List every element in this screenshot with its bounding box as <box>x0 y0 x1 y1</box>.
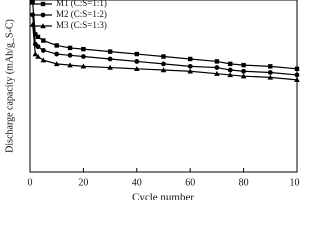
marker <box>107 64 113 70</box>
marker <box>40 57 47 63</box>
marker <box>161 54 166 59</box>
marker <box>67 62 73 68</box>
marker <box>241 62 246 68</box>
marker <box>30 0 35 5</box>
x-axis-label: Cycle number <box>132 192 194 200</box>
marker <box>107 49 113 54</box>
marker <box>35 53 41 59</box>
legend-marker <box>40 23 46 29</box>
marker <box>267 70 273 75</box>
legend-marker <box>40 12 46 18</box>
series-line <box>32 24 298 81</box>
chart: Discharge capacity (mAh/g_S-C) Cycle num… <box>4 0 301 200</box>
marker <box>227 67 233 73</box>
marker <box>161 61 166 67</box>
x-tick-label: 60 <box>185 177 195 188</box>
marker <box>240 73 247 79</box>
marker <box>30 12 36 18</box>
marker <box>54 43 59 48</box>
marker <box>134 51 139 57</box>
page: {"chart_data": {"type": "line", "x_label… <box>4 0 301 200</box>
marker <box>41 38 46 43</box>
marker <box>134 66 140 71</box>
legend-label: M2 (C:S=1:2) <box>56 9 107 19</box>
marker <box>35 34 41 40</box>
marker <box>40 47 46 53</box>
x-tick-label: 40 <box>132 177 142 188</box>
plot-frame <box>29 0 298 173</box>
marker <box>227 72 234 78</box>
marker <box>294 66 300 71</box>
marker <box>214 59 220 64</box>
legend-label: M3 (C:S=1:3) <box>56 20 107 30</box>
marker <box>294 72 300 78</box>
marker <box>80 63 87 69</box>
marker <box>67 52 73 58</box>
marker <box>134 59 140 64</box>
marker <box>187 63 193 69</box>
y-axis-label: Discharge capacity (mAh/g_S-C) <box>4 19 15 153</box>
marker <box>241 68 247 74</box>
marker <box>35 44 41 50</box>
legend-label: M1 (C:S=1:1) <box>56 0 107 8</box>
marker <box>32 51 39 57</box>
marker <box>81 54 86 59</box>
marker <box>33 32 38 37</box>
marker <box>187 68 193 74</box>
marker <box>107 56 113 62</box>
marker <box>267 74 274 80</box>
marker <box>160 67 167 73</box>
series-line <box>32 14 298 76</box>
marker <box>214 70 220 76</box>
x-tick-label: 20 <box>78 177 88 188</box>
marker <box>53 61 60 67</box>
marker <box>67 45 73 51</box>
series-line <box>32 2 298 70</box>
marker <box>188 56 193 62</box>
x-tick-label: 100 <box>290 177 301 188</box>
x-tick-label: 0 <box>28 177 33 188</box>
marker <box>81 46 86 52</box>
marker <box>294 77 300 83</box>
marker <box>268 64 273 69</box>
marker <box>228 61 233 67</box>
legend-marker <box>40 1 46 7</box>
x-tick-label: 80 <box>239 177 249 188</box>
marker <box>54 51 60 57</box>
marker <box>214 65 220 70</box>
